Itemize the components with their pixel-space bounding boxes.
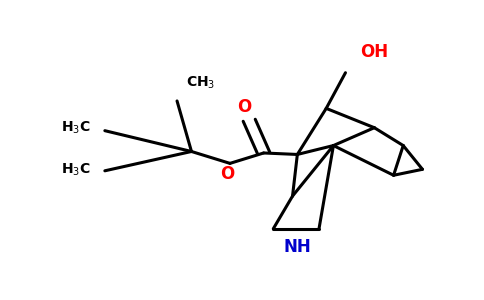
Text: CH$_3$: CH$_3$ xyxy=(186,75,216,91)
Text: O: O xyxy=(220,165,235,183)
Text: NH: NH xyxy=(284,238,311,256)
Text: OH: OH xyxy=(360,43,388,61)
Text: O: O xyxy=(237,98,252,116)
Text: H$_3$C: H$_3$C xyxy=(61,161,91,178)
Text: H$_3$C: H$_3$C xyxy=(61,119,91,136)
